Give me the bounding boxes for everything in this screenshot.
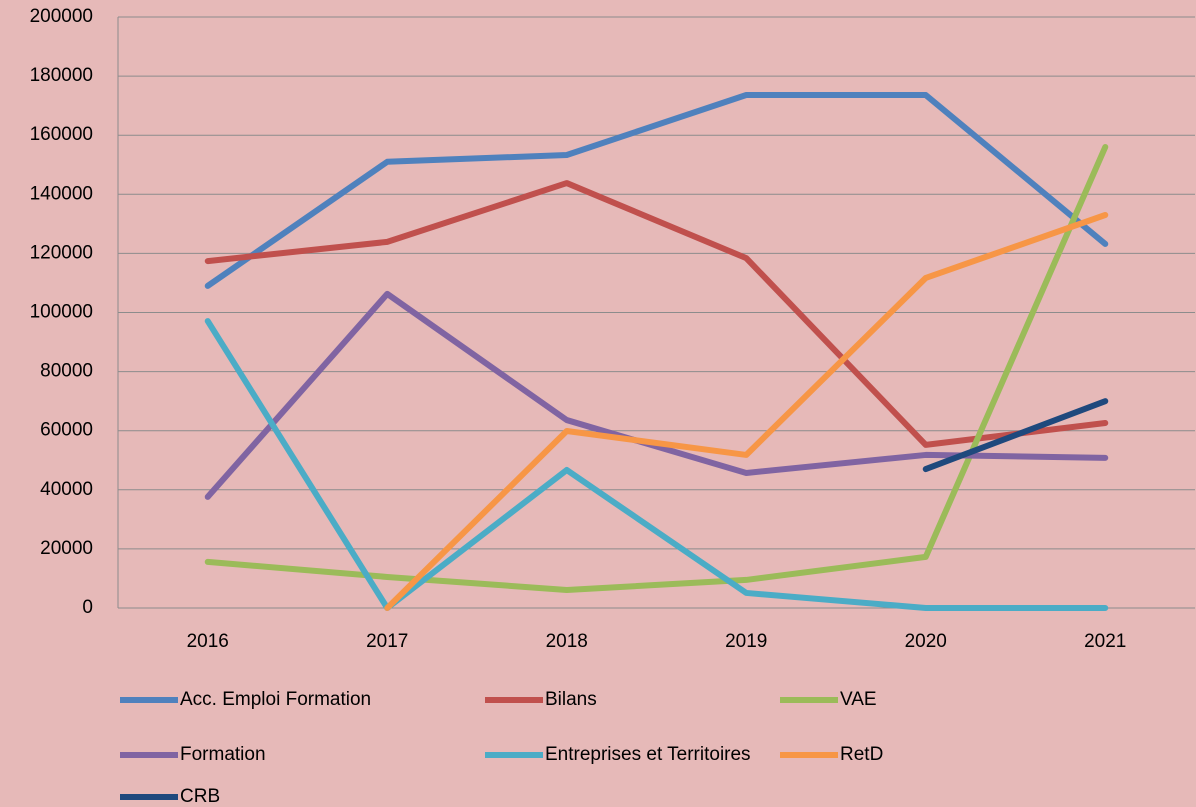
x-tick-label: 2016 bbox=[187, 631, 229, 652]
x-tick-label: 2019 bbox=[725, 631, 767, 652]
legend-label: Entreprises et Territoires bbox=[545, 744, 751, 765]
y-tick-label: 200000 bbox=[30, 6, 93, 27]
series-line bbox=[204, 144, 1109, 593]
legend-label: RetD bbox=[840, 744, 883, 765]
y-tick-label: 0 bbox=[82, 597, 93, 618]
series-line bbox=[384, 211, 1109, 611]
y-tick-label: 160000 bbox=[30, 124, 93, 145]
y-tick-label: 60000 bbox=[40, 420, 93, 441]
x-tick-label: 2017 bbox=[366, 631, 408, 652]
y-tick-label: 40000 bbox=[40, 479, 93, 500]
legend-label: CRB bbox=[180, 786, 220, 807]
legend-label: Acc. Emploi Formation bbox=[180, 689, 371, 710]
y-tick-label: 80000 bbox=[40, 361, 93, 382]
y-tick-label: 100000 bbox=[30, 302, 93, 323]
x-tick-label: 2020 bbox=[905, 631, 947, 652]
y-tick-label: 20000 bbox=[40, 538, 93, 559]
y-tick-label: 140000 bbox=[30, 183, 93, 204]
y-tick-label: 180000 bbox=[30, 65, 93, 86]
series-line bbox=[204, 318, 1109, 611]
series-line bbox=[204, 92, 1109, 289]
series-line bbox=[922, 398, 1109, 473]
x-tick-label: 2018 bbox=[546, 631, 588, 652]
legend-label: VAE bbox=[840, 689, 877, 710]
y-tick-label: 120000 bbox=[30, 242, 93, 263]
x-tick-label: 2021 bbox=[1084, 631, 1126, 652]
series-line bbox=[204, 290, 1109, 500]
legend-label: Bilans bbox=[545, 689, 597, 710]
legend-label: Formation bbox=[180, 744, 266, 765]
series-line bbox=[204, 180, 1109, 448]
